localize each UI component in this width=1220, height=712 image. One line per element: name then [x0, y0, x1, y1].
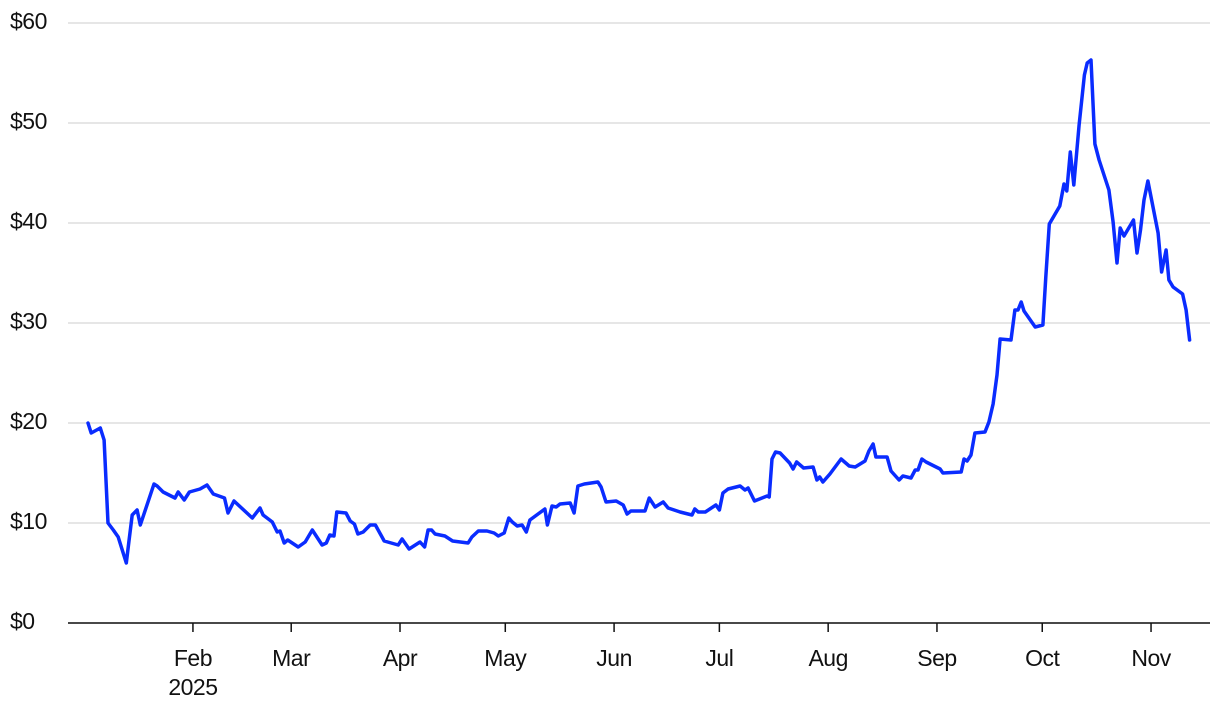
- x-tick-label: Feb: [174, 645, 212, 671]
- y-tick-label: $10: [10, 508, 47, 534]
- x-tick-label: Apr: [383, 645, 418, 671]
- x-tick-label: Mar: [272, 645, 311, 671]
- y-tick-label: $60: [10, 8, 47, 34]
- x-tick-label: Nov: [1131, 645, 1171, 671]
- y-tick-label: $20: [10, 408, 47, 434]
- x-tick-label: Jun: [596, 645, 632, 671]
- x-tick-label: Jul: [705, 645, 733, 671]
- x-tick-label: Sep: [917, 645, 956, 671]
- y-tick-label: $40: [10, 208, 47, 234]
- x-tick-label: Aug: [808, 645, 847, 671]
- year-label: 2025: [168, 674, 217, 700]
- x-tick-label: Oct: [1025, 645, 1060, 671]
- price-line: [86, 58, 1192, 565]
- y-tick-label: $30: [10, 308, 47, 334]
- y-tick-label: $50: [10, 108, 47, 134]
- y-tick-label: $0: [10, 608, 35, 634]
- x-tick-label: May: [484, 645, 527, 671]
